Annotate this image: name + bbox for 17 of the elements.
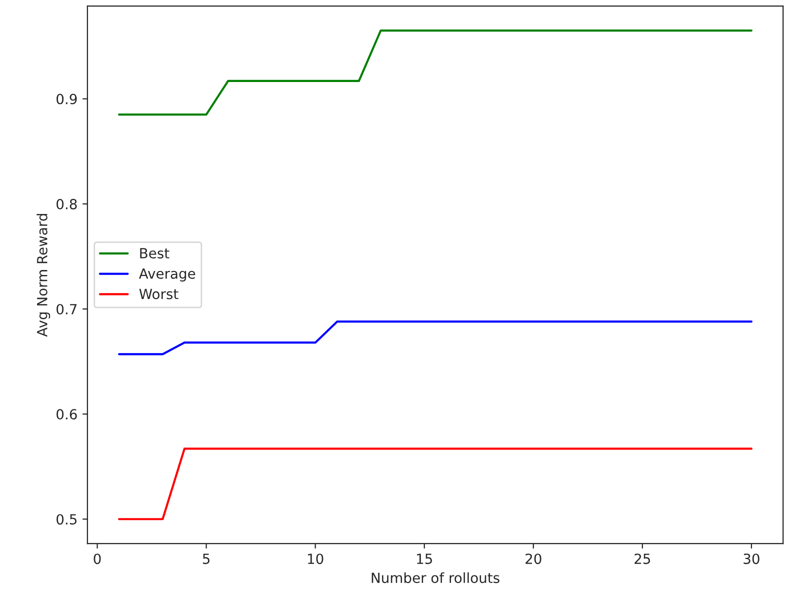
y-tick-label: 0.5 bbox=[56, 514, 77, 525]
x-axis-title: Number of rollouts bbox=[372, 572, 500, 584]
y-tick-label: 0.6 bbox=[56, 409, 77, 420]
legend-label: Worst bbox=[139, 288, 178, 300]
x-tick-label: 20 bbox=[526, 554, 542, 564]
x-tick-label: 0 bbox=[94, 554, 101, 564]
legend-label: Best bbox=[140, 248, 170, 258]
y-axis-title: Avg Norm Reward bbox=[36, 214, 50, 337]
x-tick-label: 5 bbox=[202, 554, 210, 564]
y-tick-label: 0.8 bbox=[56, 198, 77, 210]
y-tick-label: 0.7 bbox=[56, 304, 77, 314]
legend-label: Average bbox=[138, 268, 196, 282]
x-tick-label: 30 bbox=[744, 554, 760, 564]
y-tick-label: 0.9 bbox=[56, 94, 77, 104]
x-tick-label: 25 bbox=[634, 554, 650, 564]
x-tick-label: 10 bbox=[308, 554, 324, 564]
x-tick-label: 15 bbox=[417, 554, 432, 564]
